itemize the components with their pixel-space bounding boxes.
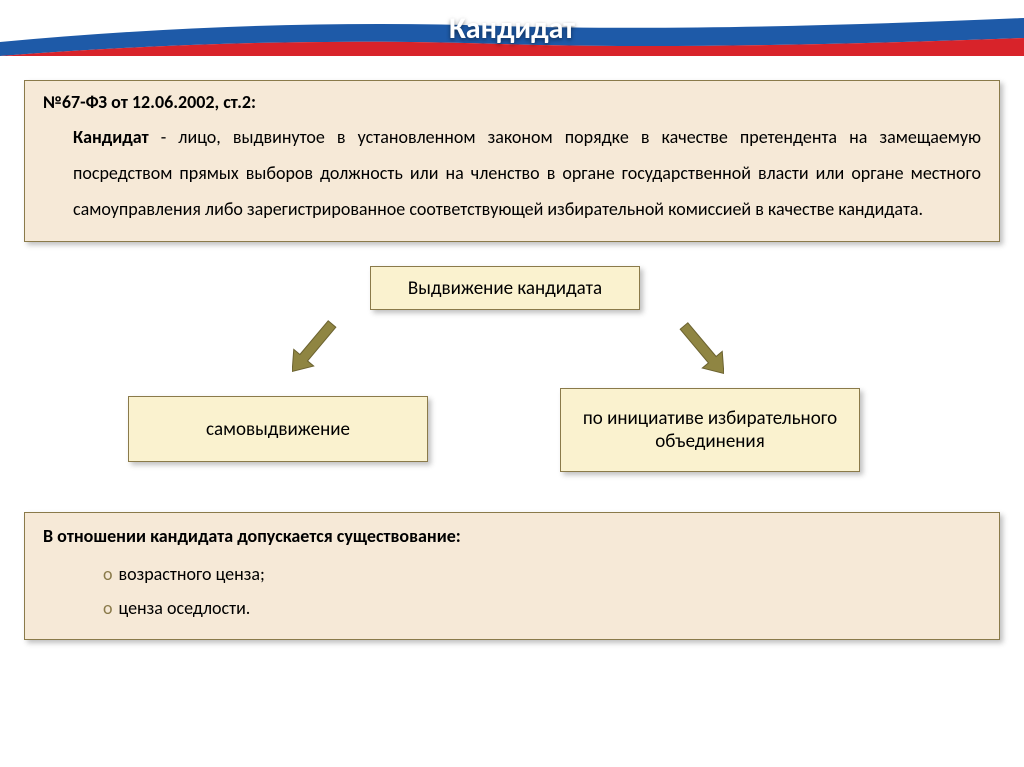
arrow-right-icon: [644, 316, 724, 396]
requirement-text: ценза оседлости.: [119, 597, 251, 619]
bullet-icon: o: [103, 597, 113, 619]
bullet-icon: o: [103, 563, 113, 585]
requirements-list: o возрастного ценза; o ценза оседлости.: [43, 557, 981, 625]
page-title: Кандидат: [449, 10, 575, 47]
requirement-item: o возрастного ценза;: [103, 557, 981, 591]
requirements-box: В отношении кандидата допускается сущест…: [24, 512, 1000, 640]
requirement-text: возрастного ценза;: [119, 563, 265, 585]
requirements-heading: В отношении кандидата допускается сущест…: [43, 525, 981, 547]
definition-term: Кандидат: [73, 126, 149, 148]
node-root: Выдвижение кандидата: [370, 266, 640, 310]
title-bar: Кандидат: [0, 0, 1024, 56]
definition-text: Кандидат - лицо, выдвинутое в установлен…: [43, 119, 981, 227]
node-right: по инициативе избирательного объединения: [560, 388, 860, 472]
arrow-left-icon: [292, 314, 372, 394]
flow-diagram: Выдвижение кандидата самовыдвижение по и…: [24, 266, 1000, 506]
requirement-item: o ценза оседлости.: [103, 591, 981, 625]
definition-box: №67-ФЗ от 12.06.2002, ст.2: Кандидат - л…: [24, 80, 1000, 242]
node-left: самовыдвижение: [128, 396, 428, 462]
law-reference: №67-ФЗ от 12.06.2002, ст.2:: [43, 91, 981, 113]
definition-body: - лицо, выдвинутое в установленном закон…: [73, 126, 981, 220]
